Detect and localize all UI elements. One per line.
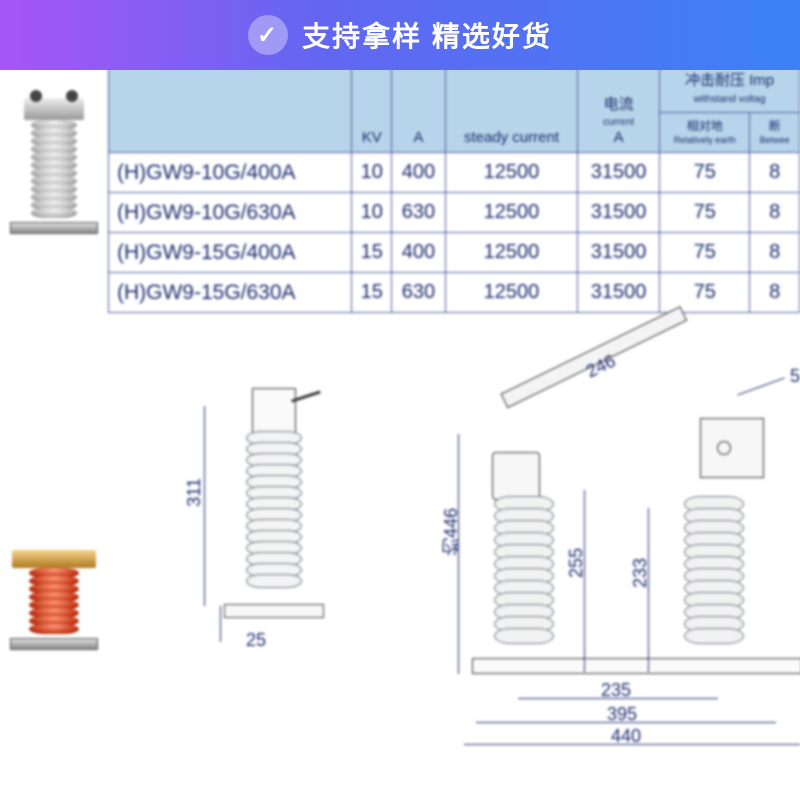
dim-w1: 235 xyxy=(586,680,646,701)
dim-line xyxy=(648,508,649,672)
insulator-right-outline xyxy=(684,500,744,644)
spec-table-body: (H)GW9-10G/400A 10 400 12500 31500 75 8 … xyxy=(109,153,800,313)
cell: 31500 xyxy=(578,273,660,313)
dim-height-total: 311 xyxy=(184,478,205,507)
check-icon: ✓ xyxy=(248,15,288,55)
cell: 10 xyxy=(352,153,392,193)
hinge-block xyxy=(492,452,540,500)
table-row: (H)GW9-15G/630A 15 630 12500 31500 75 8 xyxy=(109,273,800,313)
cell: 12500 xyxy=(445,153,577,193)
col-current: 电流 current A xyxy=(578,67,660,153)
cell: 630 xyxy=(392,273,446,313)
product-photo-red-insulator xyxy=(2,550,106,720)
cell: 8 xyxy=(750,233,800,273)
col-steady: steady current xyxy=(445,67,577,153)
cell-model: (H)GW9-15G/630A xyxy=(109,273,352,313)
dimension-drawing-single: 311 25 xyxy=(176,378,356,658)
cell: 15 xyxy=(352,233,392,273)
callout-number: 5 xyxy=(790,366,800,387)
cell: 15 xyxy=(352,273,392,313)
insulator-body xyxy=(31,120,77,218)
baseplate xyxy=(10,638,98,650)
cell: 75 xyxy=(660,233,750,273)
dim-base-offset: 25 xyxy=(236,630,276,651)
promo-banner: ✓ 支持拿样 精选好货 xyxy=(0,0,800,70)
copper-bar xyxy=(12,550,96,568)
banner-text: 支持拿样 精选好货 xyxy=(302,15,552,55)
dim-h2: 233 xyxy=(630,558,651,588)
mount-channel xyxy=(472,658,800,674)
cell: 400 xyxy=(392,233,446,273)
cell: 12500 xyxy=(445,233,577,273)
col-model xyxy=(109,67,352,153)
dim-line xyxy=(584,490,585,672)
cell: 8 xyxy=(750,273,800,313)
cell: 12500 xyxy=(445,193,577,233)
base-outline xyxy=(224,604,324,618)
col-between: 断 Betwee xyxy=(750,113,800,153)
insulator-outline xyxy=(246,434,302,588)
cell: 75 xyxy=(660,273,750,313)
table-row: (H)GW9-10G/400A 10 400 12500 31500 75 8 xyxy=(109,153,800,193)
cell-model: (H)GW9-15G/400A xyxy=(109,233,352,273)
clamp-icon xyxy=(24,98,84,120)
dim-line xyxy=(220,606,221,642)
catalog-content: KV A steady current 电流 current A 冲击耐压 Im… xyxy=(0,70,800,800)
dim-overall-h: 约446 xyxy=(438,508,464,556)
dim-w3: 440 xyxy=(596,726,656,747)
dim-w2: 395 xyxy=(592,704,652,725)
dimension-drawing-double: 246 5 约446 255 233 235 395 440 xyxy=(416,338,800,738)
insulator-left-outline xyxy=(494,500,554,644)
end-bracket xyxy=(700,418,764,478)
cell: 31500 xyxy=(578,153,660,193)
product-photo-grey-insulator xyxy=(4,98,104,288)
cell: 8 xyxy=(750,193,800,233)
top-hardware xyxy=(252,388,296,434)
cell: 630 xyxy=(392,193,446,233)
cell: 400 xyxy=(392,153,446,193)
table-row: (H)GW9-10G/630A 10 630 12500 31500 75 8 xyxy=(109,193,800,233)
cell: 31500 xyxy=(578,193,660,233)
spec-table: KV A steady current 电流 current A 冲击耐压 Im… xyxy=(108,66,800,313)
cell: 10 xyxy=(352,193,392,233)
cell: 12500 xyxy=(445,273,577,313)
dim-h1: 255 xyxy=(566,548,587,578)
cell: 31500 xyxy=(578,233,660,273)
col-rel-earth: 相对地 Relatively earth xyxy=(660,113,750,153)
col-a: A xyxy=(392,67,446,153)
cell: 75 xyxy=(660,153,750,193)
cell: 75 xyxy=(660,193,750,233)
baseplate xyxy=(10,222,98,234)
table-row: (H)GW9-15G/400A 15 400 12500 31500 75 8 xyxy=(109,233,800,273)
col-kv: KV xyxy=(352,67,392,153)
cell: 8 xyxy=(750,153,800,193)
col-impulse-group: 冲击耐压 Imp withstand voltag xyxy=(660,67,800,113)
cell-model: (H)GW9-10G/630A xyxy=(109,193,352,233)
leader-line xyxy=(737,377,784,395)
insulator-body-red xyxy=(29,568,79,634)
cell-model: (H)GW9-10G/400A xyxy=(109,153,352,193)
